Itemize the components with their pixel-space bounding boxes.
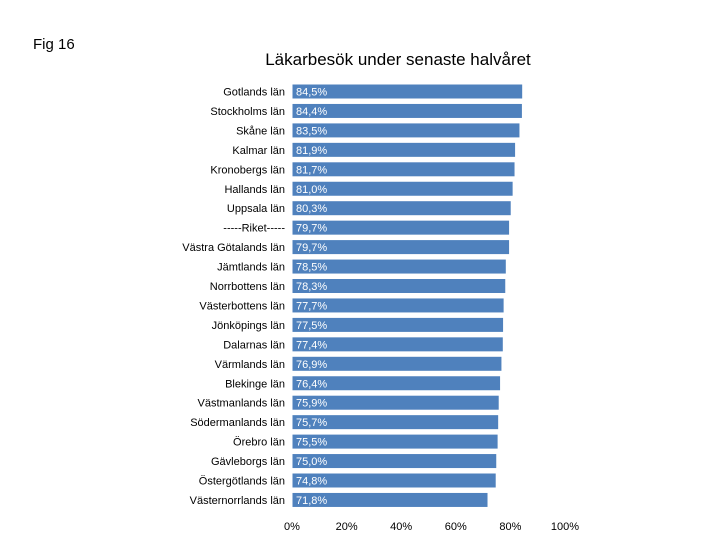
value-label: 84,4%: [296, 106, 327, 118]
value-label: 83,5%: [296, 125, 327, 137]
bar: [291, 258, 507, 275]
value-label: 76,9%: [296, 359, 327, 371]
x-tick-label: 80%: [499, 521, 521, 533]
bar: [291, 219, 511, 236]
value-label: 79,7%: [296, 223, 327, 235]
value-label: 80,3%: [296, 203, 327, 215]
category-label: Värmlands län: [215, 359, 285, 371]
value-label: 81,7%: [296, 164, 327, 176]
x-tick-label: 100%: [551, 521, 579, 533]
value-label: 77,7%: [296, 300, 327, 312]
bar: [291, 83, 524, 100]
x-axis-ticks-group: 0% 20% 40% 60% 80% 100%: [284, 521, 579, 533]
bar: [291, 278, 507, 294]
bar: [291, 239, 511, 256]
bar: [291, 394, 500, 411]
bar: [291, 355, 503, 372]
value-label: 78,5%: [296, 262, 327, 274]
category-label: Kronobergs län: [210, 164, 285, 176]
category-label: Jönköpings län: [212, 320, 285, 332]
category-label: Västerbottens län: [199, 300, 285, 312]
bar: [291, 297, 505, 314]
category-label: Stockholms län: [210, 106, 285, 118]
category-label: Skåne län: [236, 125, 285, 137]
value-label: 75,7%: [296, 417, 327, 429]
category-label: Dalarnas län: [223, 339, 285, 351]
value-label: 75,0%: [296, 456, 327, 468]
category-label: Uppsala län: [227, 203, 285, 215]
figure-label: Fig 16: [33, 36, 75, 53]
category-label: Gotlands län: [223, 87, 285, 99]
value-label: 76,4%: [296, 378, 327, 390]
value-label: 81,9%: [296, 145, 327, 157]
bar: [291, 433, 499, 450]
value-label: 75,9%: [296, 398, 327, 410]
bar: [291, 122, 521, 139]
category-label: Gävleborgs län: [211, 456, 285, 468]
category-label: Kalmar län: [232, 145, 285, 157]
value-label: 77,5%: [296, 320, 327, 332]
bar: [291, 453, 498, 470]
category-label: Hallands län: [224, 184, 285, 196]
bar: [291, 141, 517, 158]
category-label: Västernorrlands län: [190, 495, 285, 507]
chart-title: Läkarbesök under senaste halvåret: [265, 50, 531, 69]
bar: [291, 491, 489, 508]
value-label: 79,7%: [296, 242, 327, 254]
value-labels-group: 84,5% 84,4% 83,5% 81,9% 81,7% 81,0% 80,3% 79,7%…: [296, 87, 327, 507]
category-label: Norrbottens län: [210, 281, 285, 293]
bar: [291, 200, 512, 217]
bar: [291, 316, 505, 333]
value-label: 81,0%: [296, 184, 327, 196]
x-tick-label: 0%: [284, 521, 300, 533]
value-label: 77,4%: [296, 339, 327, 351]
category-label: Västmanlands län: [198, 398, 285, 410]
x-tick-label: 20%: [336, 521, 358, 533]
value-label: 84,5%: [296, 87, 327, 99]
x-tick-label: 40%: [390, 521, 412, 533]
value-label: 75,5%: [296, 437, 327, 449]
category-label: -----Riket-----: [223, 223, 285, 235]
value-label: 78,3%: [296, 281, 327, 293]
category-label: Södermanlands län: [190, 417, 285, 429]
bar: [291, 180, 514, 197]
category-label: Östergötlands län: [199, 476, 285, 488]
category-label: Blekinge län: [225, 378, 285, 390]
category-label: Västra Götalands län: [182, 242, 285, 254]
bar: [291, 161, 516, 178]
category-labels-group: Gotlands län Stockholms län Skåne län Kalma…: [182, 87, 285, 507]
bar: [291, 414, 500, 431]
bar: [291, 102, 523, 119]
x-tick-label: 60%: [445, 521, 467, 533]
value-label: 74,8%: [296, 476, 327, 488]
category-label: Örebro län: [233, 437, 285, 449]
value-label: 71,8%: [296, 495, 327, 507]
bar: [291, 472, 497, 489]
bars-group: [291, 83, 524, 508]
bar: [291, 336, 504, 353]
category-label: Jämtlands län: [217, 262, 285, 274]
bar: [291, 375, 502, 392]
